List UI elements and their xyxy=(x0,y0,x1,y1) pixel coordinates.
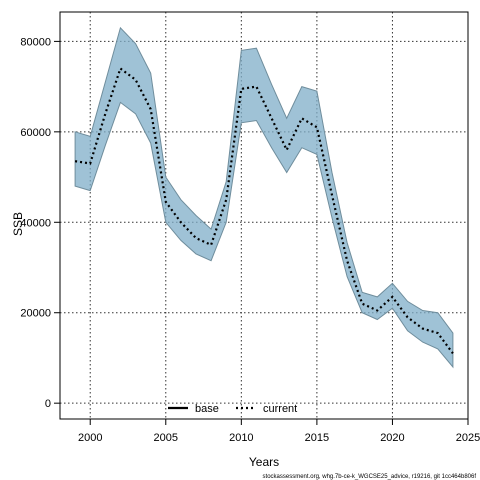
y-axis: 0 20000 40000 60000 80000 xyxy=(20,36,60,410)
y-tick-label-0: 0 xyxy=(45,398,51,410)
legend: base current xyxy=(168,403,297,415)
x-tick-label-3: 2015 xyxy=(305,432,329,444)
x-tick-label-0: 2000 xyxy=(78,432,102,444)
x-tick-label-4: 2020 xyxy=(380,432,404,444)
plot-frame xyxy=(59,11,469,420)
y-axis-title: SSB xyxy=(11,212,25,236)
x-tick-label-2: 2010 xyxy=(229,432,253,444)
legend-label-base: base xyxy=(195,403,219,415)
legend-label-current: current xyxy=(263,403,297,415)
x-tick-label-5: 2025 xyxy=(456,432,480,444)
y-tick-label-2: 40000 xyxy=(20,217,51,229)
x-tick-label-1: 2005 xyxy=(154,432,178,444)
y-tick-label-4: 80000 xyxy=(20,36,51,48)
confidence-band-outline xyxy=(74,26,454,369)
y-tick-label-3: 60000 xyxy=(20,127,51,139)
x-axis-title: Years xyxy=(249,455,279,469)
x-axis: 2000 2005 2010 2015 2020 2025 xyxy=(78,419,480,444)
footer-text: stockassessment.org, whg.7b-ce-k_WGCSE25… xyxy=(263,474,477,480)
y-tick-label-1: 20000 xyxy=(20,308,51,320)
confidence-band xyxy=(75,27,453,368)
